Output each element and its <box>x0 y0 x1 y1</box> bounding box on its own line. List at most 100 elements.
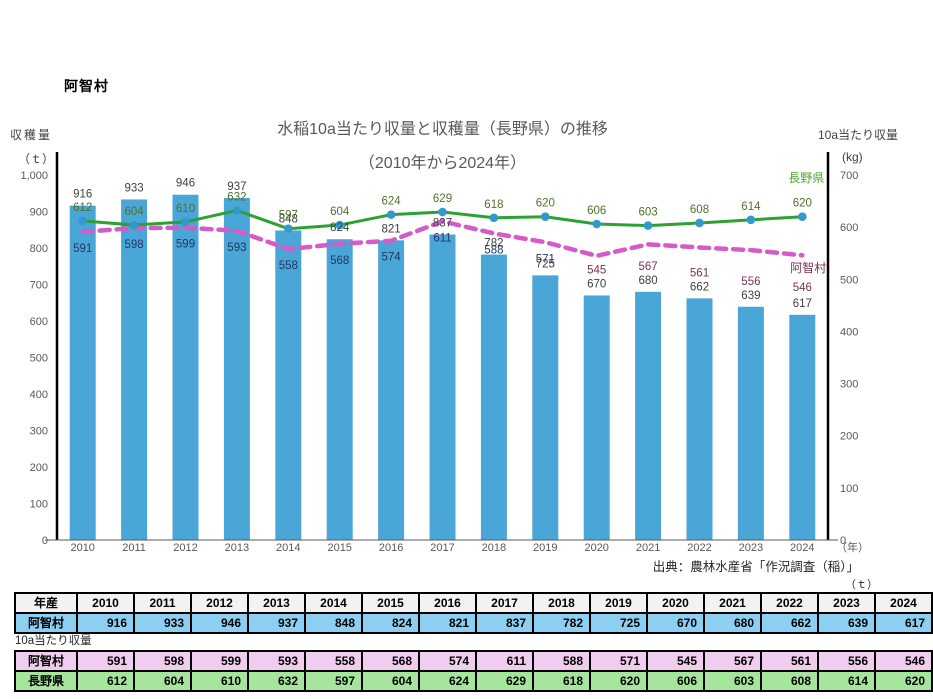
harvest-bar <box>635 291 662 540</box>
nagano-value-label: 629 <box>433 193 452 205</box>
value-cell: 617 <box>874 612 933 634</box>
nagano-value-label: 606 <box>587 205 606 217</box>
bar-value-label: 837 <box>433 217 452 229</box>
left-axis-tick: 400 <box>30 389 48 401</box>
achi-value-label: 574 <box>382 252 402 264</box>
left-axis-title: 収穫量 <box>10 128 53 142</box>
value-cell: 545 <box>646 650 705 672</box>
nagano-marker <box>181 217 190 227</box>
value-cell: 2013 <box>247 592 306 614</box>
nagano-marker <box>386 210 396 219</box>
value-cell: 593 <box>247 650 306 672</box>
value-cell: 546 <box>874 650 933 672</box>
value-cell: 2011 <box>133 592 192 614</box>
nagano-value-label: 597 <box>279 210 298 222</box>
value-cell: 603 <box>703 670 762 692</box>
bar-value-label: 848 <box>279 213 298 225</box>
value-cell: 608 <box>760 670 819 692</box>
achi-value-label: 545 <box>587 264 606 276</box>
left-axis-tick: 0 <box>42 535 48 547</box>
achi-value-label: 598 <box>125 239 144 251</box>
value-cell: 916 <box>76 612 135 634</box>
nagano-value-label: 603 <box>639 207 658 219</box>
x-axis-tick: 2018 <box>482 542 506 554</box>
achi-dashed-line <box>80 219 805 259</box>
nagano-value-label: 610 <box>176 203 195 215</box>
x-axis-tick: 2023 <box>739 542 763 554</box>
value-cell: 2010 <box>76 592 135 614</box>
value-cell: 2021 <box>703 592 762 614</box>
value-cell: 571 <box>589 650 648 672</box>
nagano-marker <box>129 220 139 230</box>
achi-value-label: 591 <box>73 243 92 255</box>
achi-yield-row: 阿智村 591 598 599 593 558 568 574 611 588 571 545 567 5… <box>14 650 933 672</box>
left-axis-tick: 1,000 <box>20 170 48 182</box>
nagano-marker <box>592 219 601 229</box>
nagano-value-label: 620 <box>536 198 555 210</box>
left-axis-tick: 200 <box>30 462 48 474</box>
right-axis-tick: 700 <box>840 170 858 182</box>
value-cell: 604 <box>361 670 420 692</box>
x-axis-tick: 2012 <box>173 542 197 554</box>
x-axis-tick: 2024 <box>790 542 814 554</box>
harvest-bar <box>789 314 816 540</box>
value-cell: 620 <box>589 670 648 692</box>
nagano-value-label: 624 <box>382 196 402 208</box>
value-cell: 2018 <box>532 592 591 614</box>
source-citation: 出典：農林水産省「作況調査（稲）」 <box>652 560 859 574</box>
nagano-marker <box>746 215 756 225</box>
bar-value-label: 782 <box>484 238 503 250</box>
value-cell: 568 <box>361 650 420 672</box>
bar-value-label: 933 <box>125 182 144 194</box>
nagano-value-label: 614 <box>741 201 761 213</box>
achi-series-label: 阿智村 <box>790 260 826 275</box>
row-label-cell: 阿智村 <box>14 612 78 634</box>
nagano-value-label: 608 <box>690 204 709 216</box>
value-cell: 567 <box>703 650 762 672</box>
x-axis-tick: 2011 <box>122 542 146 554</box>
nagano-value-label: 604 <box>330 206 350 218</box>
value-cell: 2014 <box>304 592 363 614</box>
bar-value-label: 662 <box>690 281 709 293</box>
nagano-marker <box>643 221 653 230</box>
chart-title-line1: 水稲10a当たり収量と収穫量（長野県）の推移 <box>277 121 608 138</box>
value-cell: 606 <box>646 670 705 692</box>
nagano-value-label: 620 <box>793 198 812 210</box>
value-cell: 680 <box>703 612 762 634</box>
bar-value-label: 937 <box>227 181 246 193</box>
achi-value-label: 561 <box>690 267 709 279</box>
bar-value-label: 680 <box>639 275 658 287</box>
right-axis-tick: 400 <box>840 326 858 338</box>
value-cell: 588 <box>532 650 591 672</box>
harvest-bar <box>583 295 610 540</box>
value-cell: 612 <box>76 670 135 692</box>
value-cell: 946 <box>190 612 249 634</box>
bar-value-label: 725 <box>536 258 555 270</box>
value-cell: 821 <box>418 612 477 634</box>
achi-value-label: 599 <box>176 239 195 251</box>
value-cell: 2022 <box>760 592 819 614</box>
year-header-row: 年産 2010 2011 2012 2013 2014 2015 2016 2017 2018 20… <box>14 592 933 614</box>
harvest-bar <box>429 234 456 540</box>
value-cell: 556 <box>817 650 876 672</box>
nagano-marker <box>232 206 242 215</box>
value-cell: 2015 <box>361 592 420 614</box>
x-axis-tick: 2014 <box>276 542 300 554</box>
x-axis-unit: （年） <box>836 540 869 554</box>
nagano-value-label: 604 <box>125 206 145 218</box>
value-cell: 670 <box>646 612 705 634</box>
right-axis-tick: 300 <box>840 379 858 391</box>
achi-value-label: 588 <box>484 244 503 256</box>
harvest-bar <box>686 298 713 540</box>
value-cell: 604 <box>133 670 192 692</box>
left-axis-unit: （ｔ） <box>18 152 55 166</box>
value-cell: 824 <box>361 612 420 634</box>
nagano-marker <box>284 224 293 234</box>
x-axis-tick: 2020 <box>584 542 608 554</box>
chart-title-line2: （2010年から2024年） <box>358 155 527 172</box>
harvest-bar <box>172 194 199 540</box>
x-axis-tick: 2019 <box>533 542 557 554</box>
bar-value-label: 916 <box>73 189 92 201</box>
right-axis-title: 10a当たり収量 <box>818 128 899 142</box>
harvest-bar <box>378 240 405 540</box>
